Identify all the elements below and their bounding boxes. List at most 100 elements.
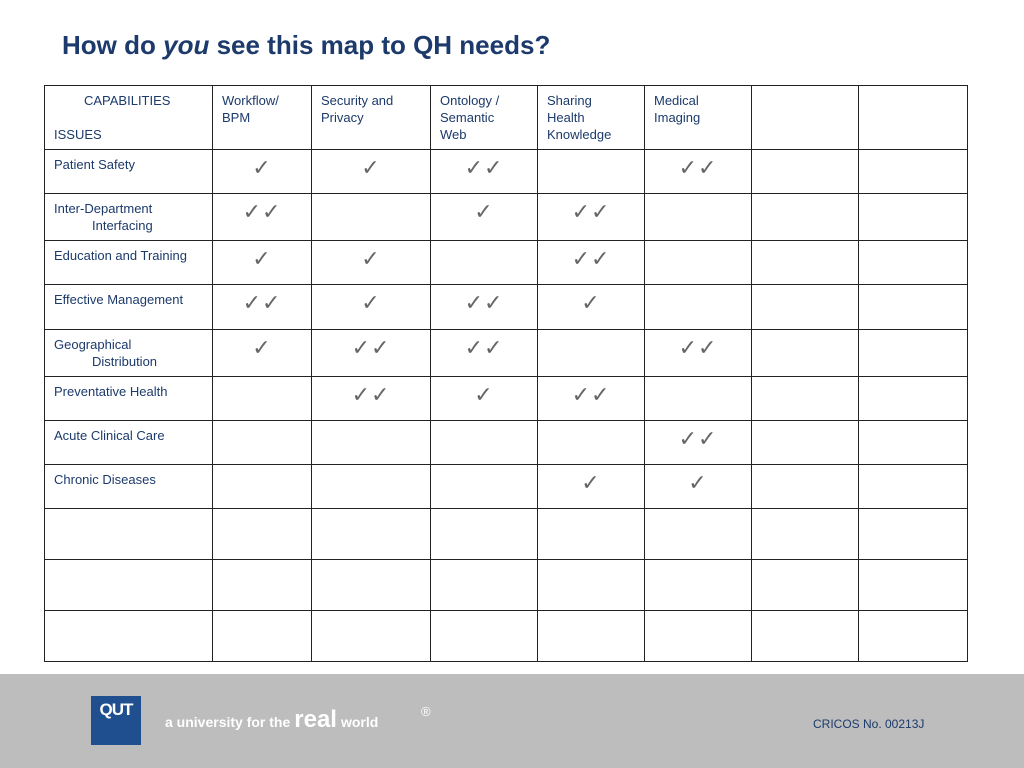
column-header: Ontology / Semantic Web	[430, 85, 538, 150]
matrix-cell	[858, 284, 968, 330]
tagline: a university for the real world	[165, 706, 378, 734]
column-header-line: Security and	[321, 93, 394, 108]
matrix-cell	[212, 508, 312, 560]
issue-label: Distribution	[92, 354, 158, 369]
column-header-line: BPM	[222, 110, 251, 125]
matrix-cell: ✓	[212, 240, 312, 285]
matrix-cell	[751, 508, 859, 560]
column-header-line: Medical	[654, 93, 699, 108]
column-header: Workflow/BPM	[212, 85, 312, 150]
column-header-line: Sharing	[547, 93, 592, 108]
issue-cell: Education and Training	[44, 240, 213, 285]
matrix-cell	[644, 559, 752, 611]
matrix-cell	[537, 420, 645, 465]
matrix-cell: ✓✓	[644, 420, 752, 465]
matrix-cell	[311, 559, 431, 611]
check-mark-icon: ✓	[474, 200, 494, 225]
matrix-cell	[858, 464, 968, 509]
table-row	[44, 610, 968, 662]
cricos-number: CRICOS No. 00213J	[813, 717, 925, 731]
matrix-cell	[212, 559, 312, 611]
check-mark-icon: ✓	[474, 383, 494, 408]
column-header-line: Knowledge	[547, 127, 612, 142]
matrix-cell	[537, 329, 645, 377]
table-row: Effective Management ✓✓ ✓ ✓✓ ✓	[44, 284, 968, 330]
check-mark-icon: ✓	[252, 156, 272, 181]
matrix-cell	[858, 420, 968, 465]
matrix-cell	[430, 420, 538, 465]
check-mark-icon: ✓	[252, 336, 272, 361]
check-mark-icon: ✓✓	[678, 156, 718, 181]
tagline-world: world	[340, 714, 379, 730]
matrix-cell	[212, 420, 312, 465]
matrix-cell	[751, 193, 859, 241]
column-header	[858, 85, 968, 150]
tagline-real: real	[294, 706, 337, 733]
check-mark-icon: ✓	[361, 247, 381, 272]
matrix-cell: ✓✓	[430, 284, 538, 330]
issue-label: Patient Safety	[54, 157, 135, 172]
matrix-cell	[858, 610, 968, 662]
check-mark-icon: ✓	[252, 247, 272, 272]
page-title: How do you see this map to QH needs?	[62, 30, 550, 61]
matrix-cell	[212, 610, 312, 662]
issue-label: Chronic Diseases	[54, 472, 156, 487]
column-header-line: Workflow/	[222, 93, 279, 108]
matrix-cell	[644, 376, 752, 421]
issue-cell: Acute Clinical Care	[44, 420, 213, 465]
check-mark-icon: ✓✓	[464, 156, 504, 181]
qut-logo: QUT	[91, 696, 141, 745]
matrix-cell	[751, 149, 859, 194]
issue-cell	[44, 508, 213, 560]
check-mark-icon: ✓	[688, 471, 708, 496]
check-mark-icon: ✓✓	[678, 427, 718, 452]
table-row: Acute Clinical Care ✓✓	[44, 420, 968, 465]
matrix-cell	[751, 464, 859, 509]
column-header: Security and Privacy	[311, 85, 431, 150]
check-mark-icon: ✓✓	[242, 200, 282, 225]
issue-label: Education and Training	[54, 248, 187, 263]
matrix-cell	[644, 610, 752, 662]
column-header-line: Web	[440, 127, 467, 142]
matrix-cell	[751, 376, 859, 421]
matrix-cell	[430, 464, 538, 509]
matrix-cell	[430, 240, 538, 285]
tagline-a: a university for the	[165, 714, 291, 730]
check-mark-icon: ✓✓	[571, 383, 611, 408]
matrix-cell	[858, 508, 968, 560]
check-mark-icon: ✓✓	[571, 200, 611, 225]
matrix-cell	[644, 284, 752, 330]
column-header-line: Privacy	[321, 110, 364, 125]
matrix-cell: ✓✓	[311, 376, 431, 421]
matrix-cell: ✓✓	[644, 329, 752, 377]
matrix-cell	[212, 464, 312, 509]
table-row: Patient Safety ✓ ✓ ✓✓ ✓✓	[44, 149, 968, 194]
matrix-cell: ✓	[212, 149, 312, 194]
check-mark-icon: ✓	[361, 291, 381, 316]
column-header-line: Semantic	[440, 110, 495, 125]
matrix-cell: ✓✓	[537, 193, 645, 241]
footer-bar: QUT a university for the real world ® CRIC…	[0, 674, 1024, 768]
matrix-cell	[644, 508, 752, 560]
issue-cell: Chronic Diseases	[44, 464, 213, 509]
column-header-line: Ontology /	[440, 93, 500, 108]
issue-label: Interfacing	[92, 218, 153, 233]
issue-cell: Inter-Department Interfacing	[44, 193, 213, 241]
matrix-cell	[858, 240, 968, 285]
check-mark-icon: ✓	[361, 156, 381, 181]
matrix-cell	[751, 610, 859, 662]
table-row	[44, 559, 968, 611]
title-prefix: How do	[62, 30, 156, 60]
matrix-cell	[430, 508, 538, 560]
matrix-cell	[311, 464, 431, 509]
matrix-cell: ✓	[644, 464, 752, 509]
matrix-cell	[430, 559, 538, 611]
table-row: Geographical Distribution ✓ ✓✓ ✓✓ ✓✓	[44, 329, 968, 377]
matrix-cell: ✓✓	[430, 329, 538, 377]
matrix-cell	[751, 420, 859, 465]
matrix-cell	[537, 559, 645, 611]
column-header: Medical Imaging	[644, 85, 752, 150]
matrix-cell	[751, 559, 859, 611]
issue-cell: Preventative Health	[44, 376, 213, 421]
issue-cell	[44, 559, 213, 611]
